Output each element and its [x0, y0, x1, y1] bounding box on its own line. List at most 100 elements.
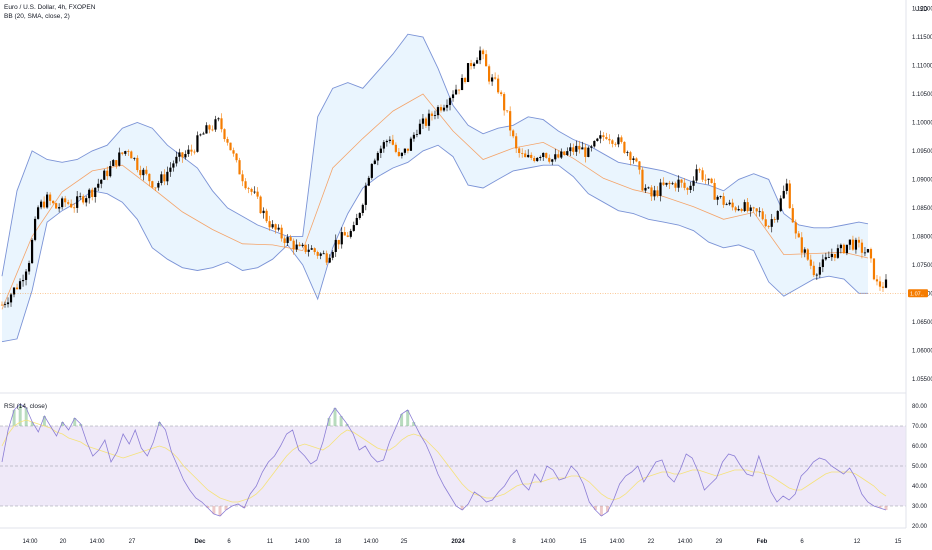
candle-body	[70, 203, 73, 208]
candle-body	[79, 196, 82, 198]
candle-body	[358, 212, 361, 218]
candle-body	[590, 146, 593, 148]
candle	[566, 147, 569, 157]
candle-body	[812, 265, 815, 276]
candle	[707, 178, 710, 185]
price-pane[interactable]	[0, 33, 906, 343]
candle-body	[49, 194, 52, 201]
candle-body	[767, 226, 770, 227]
candle	[878, 276, 882, 291]
candle-body	[91, 189, 94, 197]
candle-body	[656, 190, 659, 196]
candle-body	[665, 182, 668, 185]
candle-body	[659, 182, 662, 196]
candle-body	[283, 238, 286, 243]
candle	[542, 152, 545, 161]
candle-body	[797, 233, 800, 238]
candle	[358, 212, 361, 220]
rsi-tick-label: 30.00	[912, 504, 928, 510]
candle	[439, 104, 443, 113]
candle-body	[566, 151, 569, 155]
candle	[196, 131, 199, 153]
candle	[647, 186, 650, 189]
candle	[644, 184, 647, 193]
candle	[593, 140, 596, 148]
candle	[436, 105, 440, 119]
candle-body	[187, 149, 190, 155]
candle	[509, 106, 512, 137]
candle-body	[722, 196, 725, 205]
candle-body	[770, 219, 773, 227]
candle	[770, 213, 773, 233]
candle-body	[343, 232, 346, 236]
candle-body	[647, 187, 650, 189]
candle-body	[475, 60, 479, 64]
candle-body	[611, 140, 614, 144]
candle-body	[36, 207, 40, 219]
candle	[112, 159, 115, 167]
rsi-pane[interactable]	[0, 403, 906, 517]
candle	[563, 151, 566, 156]
candle-body	[542, 152, 545, 157]
time-axis-labels[interactable]: 14:00 20 14:00 27 Dec 6 11 14:00 18 14:00 25 2024 8 1…	[22, 539, 902, 545]
candle-body	[175, 156, 178, 164]
candle	[731, 198, 734, 211]
candle-body	[773, 219, 776, 220]
candle	[30, 238, 34, 265]
candle-body	[124, 151, 127, 154]
rsi-legend[interactable]: RSI (14, close)	[4, 403, 47, 410]
candle-body	[295, 244, 298, 250]
candle	[460, 74, 464, 91]
candle-body	[629, 152, 632, 160]
candle-body	[82, 196, 85, 203]
currency-label[interactable]: USD	[915, 7, 928, 13]
price-tick-label: 1.06500	[912, 320, 932, 326]
candle	[653, 185, 656, 201]
candle	[698, 167, 701, 173]
candle	[385, 139, 388, 147]
candle-body	[602, 135, 605, 138]
candle	[367, 175, 370, 187]
candle	[527, 149, 530, 158]
candle-body	[881, 286, 885, 288]
candle	[118, 147, 121, 167]
candle	[160, 171, 163, 186]
time-tick-label: 15	[895, 539, 902, 545]
candle	[602, 132, 605, 141]
bb-legend[interactable]: BB (20, SMA, close, 2)	[4, 13, 70, 20]
candle-body	[382, 142, 385, 149]
candle	[776, 210, 779, 223]
candle-body	[238, 160, 241, 175]
candle	[854, 237, 858, 254]
candle-body	[623, 141, 626, 153]
candle	[734, 205, 737, 213]
candle-body	[64, 198, 67, 203]
current-price-tag-bg	[908, 289, 928, 298]
candle-body	[716, 196, 719, 200]
symbol-title[interactable]: Euro / U.S. Dollar, 4h, FXOPEN	[4, 4, 96, 11]
candle-body	[731, 202, 734, 208]
candle-body	[737, 209, 740, 211]
time-tick-label: 29	[716, 539, 723, 545]
candle	[226, 136, 229, 146]
candle	[55, 202, 58, 209]
candle	[596, 137, 599, 142]
candle-body	[725, 204, 728, 206]
candle	[235, 153, 238, 163]
rsi-axis-labels[interactable]: 80.00 70.00 60.00 50.00 40.00 30.00 20.00	[912, 404, 928, 530]
candle	[61, 196, 64, 210]
candle	[662, 177, 665, 186]
candle	[448, 96, 452, 111]
candle	[617, 134, 620, 148]
candle	[289, 234, 292, 242]
candle-body	[94, 187, 97, 197]
candle	[758, 207, 761, 217]
candle-body	[211, 129, 214, 131]
candle	[533, 155, 536, 163]
candlestick-series	[0, 46, 888, 308]
candle	[148, 173, 151, 187]
candle-body	[58, 207, 61, 209]
candle	[515, 133, 518, 154]
candle-body	[596, 138, 599, 141]
candle	[190, 144, 193, 156]
